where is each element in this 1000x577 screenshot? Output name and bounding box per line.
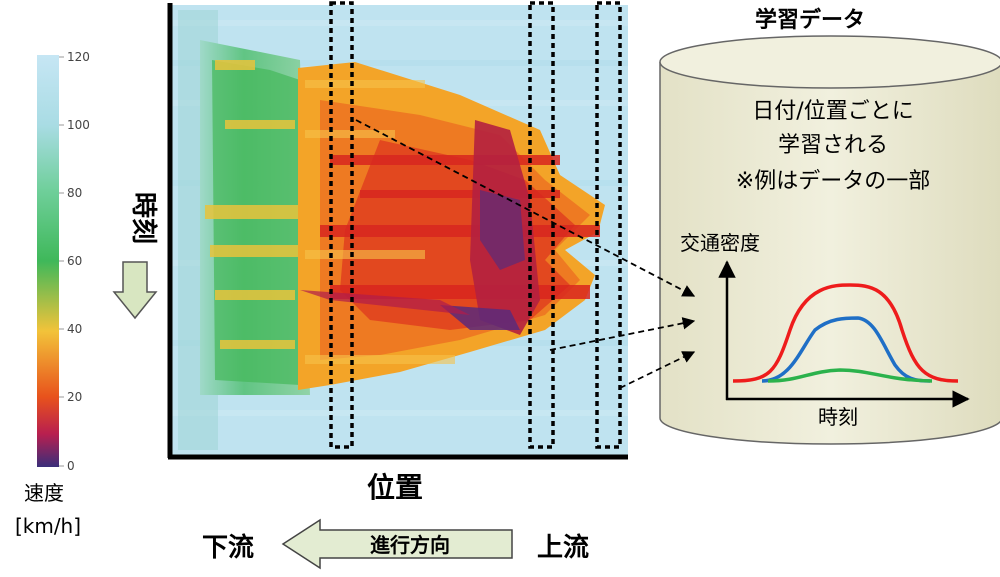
- green-density-curve: [767, 368, 933, 383]
- column-highlight: [329, 1, 354, 449]
- blue-density-curve: [761, 316, 931, 383]
- colorbar-tick: 60: [67, 254, 82, 268]
- colorbar-tick: 80: [67, 186, 82, 200]
- colorbar-tick: 40: [67, 322, 82, 336]
- position-axis-label: 位置: [367, 471, 423, 504]
- time-down-arrow-icon: [112, 261, 158, 320]
- direction-arrow-icon: [281, 518, 513, 570]
- colorbar-tick: 100: [67, 118, 90, 132]
- density-mini-chart: 交通密度 時刻: [680, 231, 970, 429]
- speed-heatmap: [170, 1, 628, 455]
- downstream-label: 下流: [202, 533, 254, 563]
- column-highlight: [595, 1, 622, 449]
- column-highlight: [528, 1, 555, 449]
- column-to-chart-arrows: [355, 119, 696, 389]
- direction-arrow-label: 進行方向: [370, 533, 450, 557]
- colorbar-tick: 120: [67, 50, 90, 64]
- mini-chart-ylabel: 交通密度: [680, 231, 760, 255]
- colorbar-tick: 0: [67, 459, 75, 473]
- db-text-line1: 日付/位置ごとに: [752, 99, 913, 124]
- colorbar-gradient: [37, 55, 59, 467]
- training-data-title: 学習データ: [755, 7, 865, 33]
- colorbar-label: 速度: [24, 481, 64, 505]
- db-text-line2: 学習される: [778, 133, 888, 158]
- colorbar-unit: [km/h]: [15, 514, 81, 538]
- upstream-label: 上流: [537, 533, 589, 563]
- red-density-curve: [732, 283, 959, 383]
- colorbar-tick: 20: [67, 390, 82, 404]
- time-axis-label: 時刻: [128, 192, 159, 244]
- speed-colorbar: 120 100 80 60 40 20 0 速度 [km/h]: [15, 50, 90, 538]
- mini-chart-xlabel: 時刻: [818, 405, 858, 429]
- training-data-cylinder: [659, 35, 1000, 445]
- db-text-line3: ※例はデータの一部: [736, 169, 930, 194]
